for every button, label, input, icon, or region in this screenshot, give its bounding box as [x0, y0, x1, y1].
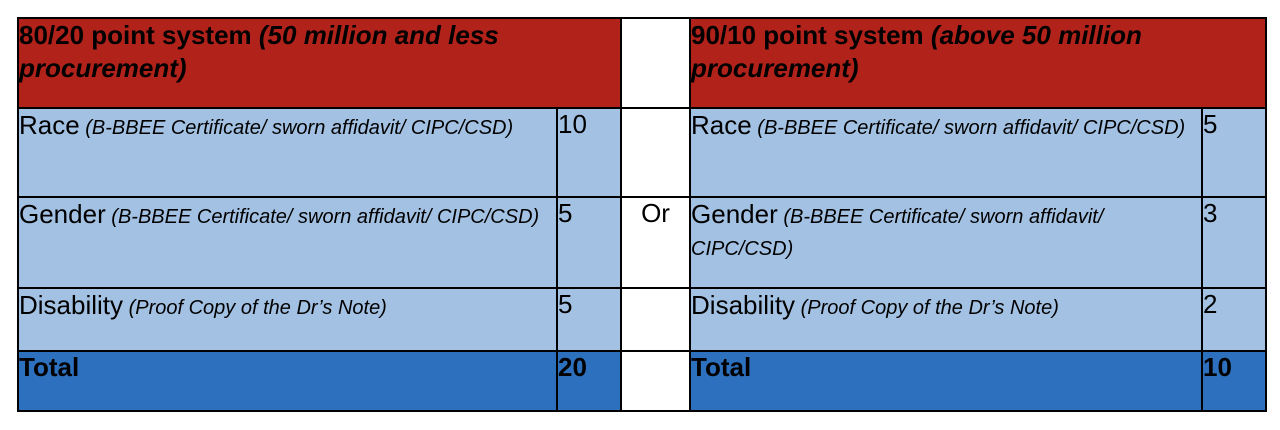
right-total-points: 10	[1201, 350, 1268, 412]
left-race-cell: Race (B-BBEE Certificate/ sworn affidavi…	[17, 107, 558, 198]
right-race-points: 5	[1201, 107, 1268, 198]
left-header: 80/20 point system (50 million and less …	[16, 17, 623, 109]
points-table: 80/20 point system (50 million and less …	[16, 17, 1268, 412]
separator-blank-2	[620, 287, 692, 352]
right-gender-points: 3	[1201, 196, 1268, 289]
right-header: 90/10 point system (above 50 million pro…	[689, 17, 1268, 109]
separator-blank-3	[620, 350, 692, 412]
left-disability-cell: Disability (Proof Copy of the Dr’s Note)	[17, 287, 558, 352]
left-gender-cell: Gender (B-BBEE Certificate/ sworn affida…	[17, 196, 558, 289]
left-total-points: 20	[555, 350, 623, 412]
separator-or: Or	[620, 196, 692, 289]
right-gender-cell: Gender (B-BBEE Certificate/ sworn affida…	[689, 196, 1204, 289]
left-disability-points: 5	[555, 287, 623, 352]
left-gender-points: 5	[555, 196, 623, 289]
right-disability-points: 2	[1201, 287, 1268, 352]
right-total-label: Total	[689, 350, 1204, 412]
separator-blank-1	[620, 107, 692, 198]
right-disability-cell: Disability (Proof Copy of the Dr’s Note)	[689, 287, 1204, 352]
separator-top	[620, 17, 692, 109]
left-race-points: 10	[555, 107, 623, 198]
right-race-cell: Race (B-BBEE Certificate/ sworn affidavi…	[689, 107, 1204, 198]
left-total-label: Total	[17, 350, 558, 412]
